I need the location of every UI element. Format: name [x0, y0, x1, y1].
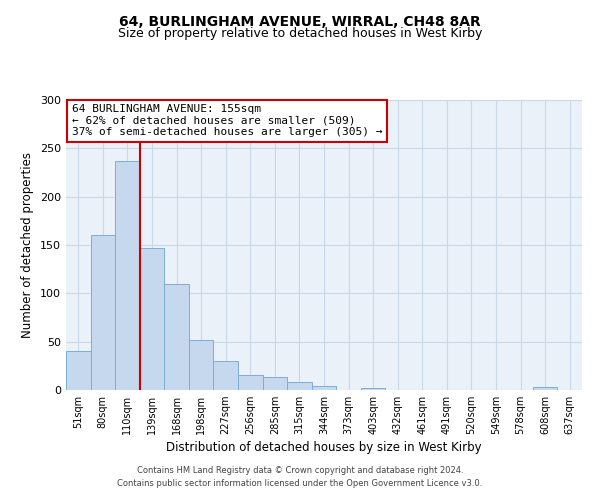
- Text: Contains public sector information licensed under the Open Government Licence v3: Contains public sector information licen…: [118, 478, 482, 488]
- Text: 64, BURLINGHAM AVENUE, WIRRAL, CH48 8AR: 64, BURLINGHAM AVENUE, WIRRAL, CH48 8AR: [119, 15, 481, 29]
- Y-axis label: Number of detached properties: Number of detached properties: [22, 152, 34, 338]
- Bar: [214, 361, 238, 390]
- Bar: [533, 387, 557, 390]
- Text: Size of property relative to detached houses in West Kirby: Size of property relative to detached ho…: [118, 28, 482, 40]
- Bar: [164, 284, 189, 390]
- Bar: [287, 382, 312, 390]
- Bar: [91, 236, 115, 390]
- Bar: [238, 374, 263, 390]
- Bar: [263, 378, 287, 390]
- Bar: [361, 388, 385, 390]
- Bar: [140, 248, 164, 390]
- Bar: [189, 340, 214, 390]
- Bar: [312, 386, 336, 390]
- Text: 64 BURLINGHAM AVENUE: 155sqm
← 62% of detached houses are smaller (509)
37% of s: 64 BURLINGHAM AVENUE: 155sqm ← 62% of de…: [71, 104, 382, 138]
- Text: Contains HM Land Registry data © Crown copyright and database right 2024.: Contains HM Land Registry data © Crown c…: [137, 466, 463, 475]
- Bar: [66, 352, 91, 390]
- X-axis label: Distribution of detached houses by size in West Kirby: Distribution of detached houses by size …: [166, 442, 482, 454]
- Bar: [115, 161, 140, 390]
